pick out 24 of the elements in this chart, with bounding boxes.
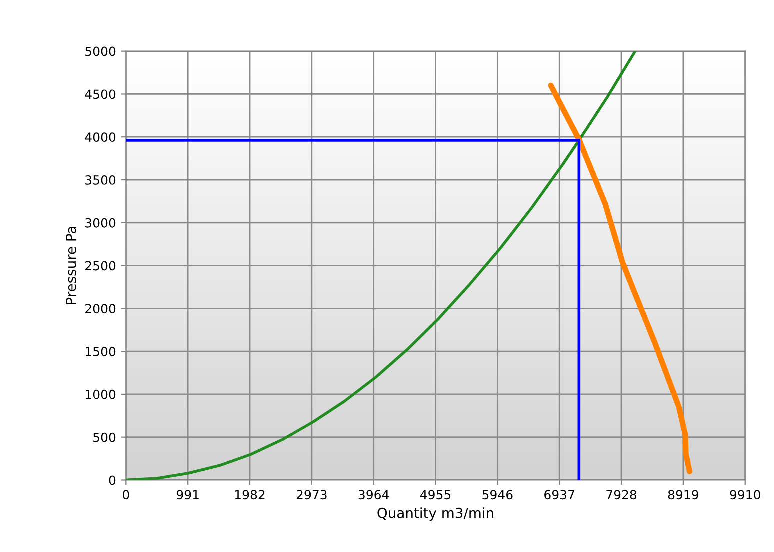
x-tick-label: 991	[176, 490, 199, 500]
x-tick-label: 0	[123, 490, 130, 500]
y-tick-label: 2000	[86, 304, 116, 314]
y-tick-label: 5000	[86, 46, 116, 56]
y-tick-label: 0	[109, 476, 116, 486]
y-tick-label: 1000	[86, 390, 116, 400]
y-axis-title: Pressure Pa	[66, 227, 76, 304]
x-tick-label: 6937	[544, 490, 574, 500]
y-tick-label: 3500	[86, 175, 116, 185]
y-tick-label: 500	[94, 432, 116, 442]
x-tick-label: 7928	[606, 490, 637, 500]
y-tick-label: 3000	[86, 218, 116, 228]
x-axis-title: Quantity m3/min	[378, 508, 494, 522]
y-tick-label: 4500	[85, 90, 116, 100]
x-tick-label: 4955	[420, 490, 451, 500]
y-tick-label: 1500	[86, 347, 116, 356]
y-tick-label: 2500	[86, 261, 116, 271]
x-tick-label: 5946	[482, 490, 513, 500]
x-tick-label: 2973	[296, 490, 327, 500]
x-tick-label: 9910	[730, 490, 760, 500]
x-tick-label: 8919	[668, 490, 698, 500]
x-tick-label: 1982	[235, 490, 265, 500]
x-tick-label: 3964	[358, 490, 390, 500]
y-tick-label: 4000	[85, 132, 116, 142]
